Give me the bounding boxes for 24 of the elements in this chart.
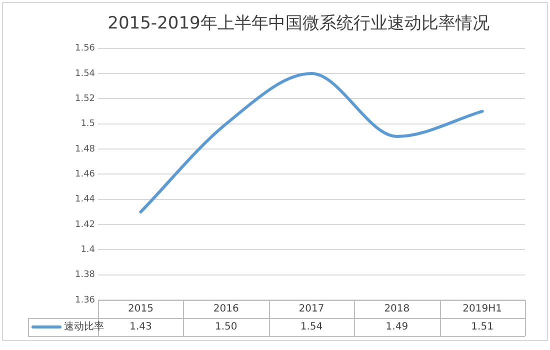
data-label: 1.43 (130, 322, 152, 333)
data-label: 1.50 (214, 322, 238, 333)
x-tick-label: 2017 (298, 304, 324, 315)
y-tick-label: 1.54 (74, 68, 96, 79)
legend-label: 速动比率 (64, 320, 104, 333)
data-label: 1.54 (300, 322, 323, 333)
x-tick-label: 2016 (213, 304, 239, 315)
y-tick-label: 1.4 (80, 245, 96, 256)
line-series (139, 72, 484, 214)
chart-title: 2015-2019年上半年中国微系统行业速动比率情况 (108, 14, 490, 34)
y-tick-label: 1.42 (74, 220, 96, 230)
x-tick-label: 2019H1 (462, 304, 502, 315)
x-tick-label: 2018 (384, 304, 410, 315)
y-tick-label: 1.44 (74, 194, 96, 205)
y-tick-label: 1.52 (74, 94, 96, 104)
x-tick-label: 2015 (128, 304, 154, 315)
data-label: 1.49 (386, 322, 408, 333)
y-tick-label: 1.56 (74, 44, 96, 54)
y-tick-label: 1.48 (74, 144, 96, 154)
y-tick-label: 1.46 (74, 170, 96, 180)
y-tick-label: 1.5 (80, 119, 96, 130)
data-label: 1.51 (471, 322, 494, 333)
y-tick-label: 1.38 (74, 270, 96, 280)
y-tick-label: 1.36 (74, 295, 96, 306)
